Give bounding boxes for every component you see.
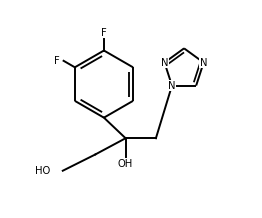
Text: N: N xyxy=(161,58,168,68)
Text: OH: OH xyxy=(118,158,133,169)
Text: F: F xyxy=(101,27,107,37)
Text: N: N xyxy=(200,58,208,68)
Text: HO: HO xyxy=(35,166,50,176)
Text: F: F xyxy=(54,56,59,66)
Text: N: N xyxy=(168,81,176,90)
